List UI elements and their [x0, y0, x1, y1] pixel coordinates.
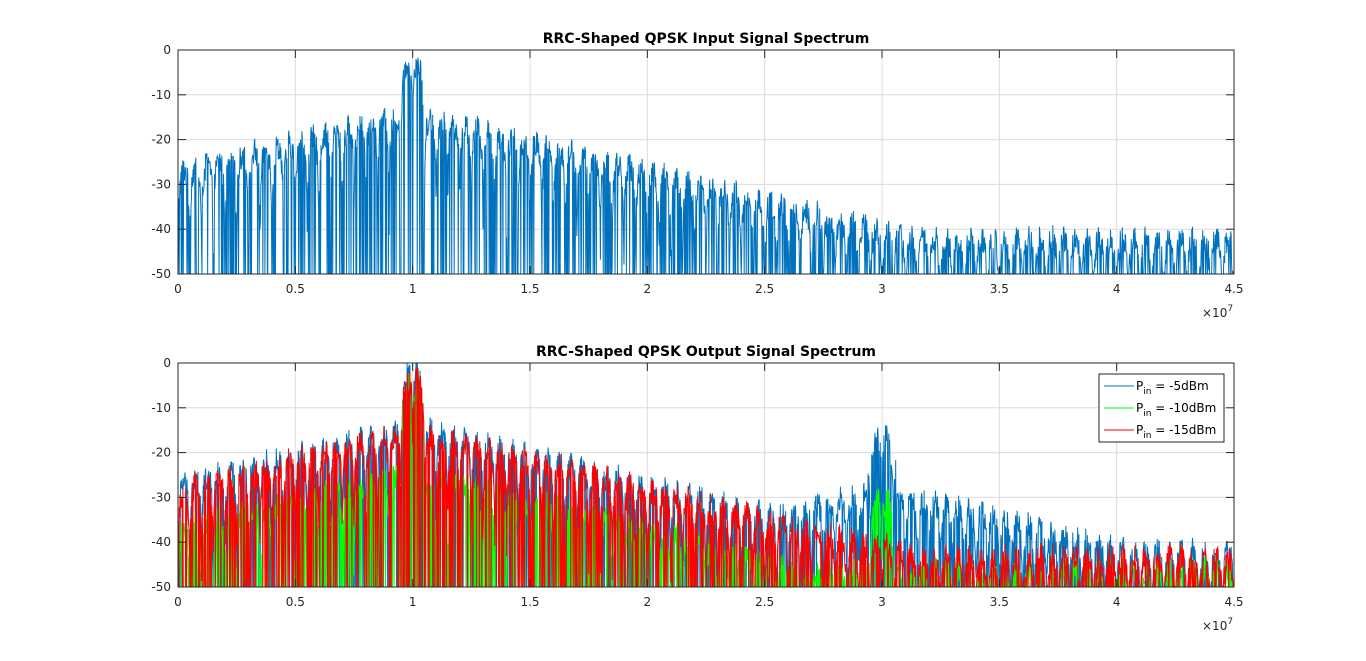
x-tick-label: 3.5 — [990, 595, 1009, 609]
input-spectrum-title: RRC-Shaped QPSK Input Signal Spectrum — [543, 31, 870, 47]
input-spectrum-xticks: 0 0.5 1 1.5 2 2.5 3 3.5 4 4.5 — [174, 50, 1244, 296]
output-spectrum-x-exponent: ×107 — [1202, 617, 1233, 633]
x-tick-label: 4 — [1113, 282, 1121, 296]
legend-entry-pin-15dbm: Pin = -15dBm — [1104, 423, 1216, 441]
legend-entry-pin-10dbm: Pin = -10dBm — [1104, 401, 1216, 419]
legend-label: Pin = -5dBm — [1136, 379, 1209, 397]
x-tick-label: 2 — [644, 595, 652, 609]
x-tick-label: 0 — [174, 282, 182, 296]
y-tick-label: -10 — [151, 88, 171, 102]
y-tick-label: -20 — [151, 133, 171, 147]
input-spectrum-x-exponent-power: 7 — [1227, 304, 1233, 314]
x-tick-label: 2.5 — [755, 595, 774, 609]
x-tick-label: 1.5 — [520, 595, 539, 609]
output-spectrum-x-exponent-base: ×10 — [1202, 619, 1227, 633]
x-tick-label: 4.5 — [1224, 282, 1243, 296]
y-tick-label: -20 — [151, 446, 171, 460]
x-tick-label: 1 — [409, 282, 417, 296]
legend: Pin = -5dBm Pin = -10dBm Pin = -15dBm — [1098, 373, 1225, 443]
x-tick-label: 0 — [174, 595, 182, 609]
x-tick-label: 0.5 — [286, 595, 305, 609]
y-tick-label: -10 — [151, 401, 171, 415]
legend-label: Pin = -10dBm — [1136, 401, 1216, 419]
legend-label: Pin = -15dBm — [1136, 423, 1216, 441]
y-tick-label: -30 — [151, 177, 171, 191]
input-spectrum-frame — [177, 49, 1235, 275]
input-spectrum-x-exponent: ×107 — [1202, 304, 1233, 320]
x-tick-label: 1.5 — [520, 282, 539, 296]
y-tick-label: 0 — [163, 43, 171, 57]
x-tick-label: 3 — [878, 595, 886, 609]
y-tick-label: -40 — [151, 535, 171, 549]
output-spectrum-x-exponent-power: 7 — [1227, 617, 1233, 627]
y-tick-label: -30 — [151, 490, 171, 504]
x-tick-label: 0.5 — [286, 282, 305, 296]
x-tick-label: 3 — [878, 282, 886, 296]
x-tick-label: 1 — [409, 595, 417, 609]
y-tick-label: -40 — [151, 222, 171, 236]
y-tick-label: 0 — [163, 356, 171, 370]
input-spectrum-x-exponent-base: ×10 — [1202, 306, 1227, 320]
x-tick-label: 2.5 — [755, 282, 774, 296]
output-spectrum-title: RRC-Shaped QPSK Output Signal Spectrum — [536, 344, 876, 360]
x-tick-label: 4 — [1113, 595, 1121, 609]
x-tick-label: 2 — [644, 282, 652, 296]
x-tick-label: 3.5 — [990, 282, 1009, 296]
y-tick-label: -50 — [151, 267, 171, 281]
y-tick-label: -50 — [151, 580, 171, 594]
x-tick-label: 4.5 — [1224, 595, 1243, 609]
legend-entry-pin-5dbm: Pin = -5dBm — [1104, 379, 1209, 397]
input-spectrum-yticks: -50 -40 -30 -20 -10 0 — [151, 43, 1234, 281]
output-spectrum-yticks: -50 -40 -30 -20 -10 0 — [151, 356, 1234, 594]
output-spectrum-frame — [177, 362, 1235, 588]
output-spectrum-axes: RRC-Shaped QPSK Output Signal Spectrum 0… — [151, 344, 1243, 633]
output-spectrum-xticks: 0 0.5 1 1.5 2 2.5 3 3.5 4 4.5 — [174, 363, 1244, 609]
